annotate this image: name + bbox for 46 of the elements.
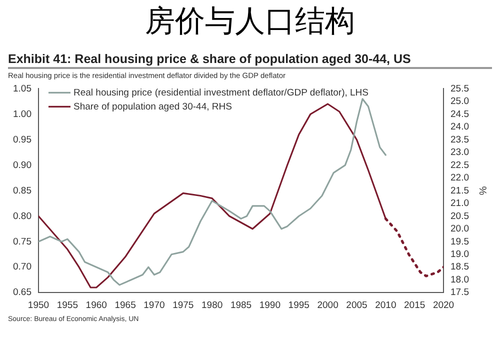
- y-tick-label: 1.00: [12, 108, 32, 120]
- y2-axis-title: %: [476, 186, 488, 196]
- y2-tick-label: 18.5: [450, 262, 470, 273]
- y2-tick-label: 21.5: [450, 185, 470, 196]
- x-tick-label: 2010: [375, 300, 396, 311]
- x-tick-label: 2015: [404, 300, 426, 311]
- y2-tick-label: 20.0: [450, 224, 470, 235]
- y-tick-label: 0.70: [12, 262, 32, 273]
- y2-tick-label: 24.0: [450, 122, 470, 133]
- y2-tick-label: 19.5: [450, 236, 470, 248]
- y-tick-label: 1.05: [12, 83, 32, 94]
- x-tick-label: 2000: [317, 300, 338, 311]
- x-tick-label: 1950: [28, 300, 50, 311]
- y2-tick-label: 21.0: [450, 198, 470, 210]
- x-tick-label: 1980: [202, 300, 223, 311]
- y-tick-label: 0.85: [12, 185, 32, 196]
- legend-label: Share of population aged 30-44, RHS: [73, 101, 232, 112]
- y2-tick-label: 24.5: [450, 108, 470, 120]
- legend-label: Real housing price (residential investment deflator/GDP deflator), LHS: [73, 87, 368, 98]
- chart-subtitle: Exhibit 41: Real housing price & share of population aged 30-44, US: [8, 52, 492, 69]
- x-tick-label: 2020: [432, 300, 454, 311]
- y-tick-label: 0.95: [12, 134, 32, 146]
- x-tick-label: 1965: [114, 300, 136, 311]
- x-tick-label: 1995: [288, 300, 310, 311]
- y2-tick-label: 17.5: [450, 287, 470, 298]
- x-tick-label: 1985: [230, 300, 252, 311]
- y2-tick-label: 22.5: [450, 160, 470, 171]
- y2-tick-label: 23.5: [450, 134, 470, 146]
- y-tick-label: 0.80: [12, 210, 32, 222]
- x-tick-label: 1975: [172, 300, 194, 311]
- y-tick-label: 0.65: [12, 287, 32, 298]
- y2-tick-label: 19.0: [450, 248, 470, 260]
- y2-tick-label: 23.0: [450, 147, 470, 158]
- y2-tick-label: 25.5: [450, 83, 470, 94]
- x-tick-label: 1960: [86, 300, 107, 311]
- x-tick-label: 1955: [56, 300, 78, 311]
- x-tick-label: 2005: [346, 300, 368, 311]
- y2-tick-label: 22.0: [450, 172, 470, 184]
- x-tick-label: 1970: [144, 300, 165, 311]
- y2-tick-label: 25.0: [450, 96, 470, 108]
- x-tick-label: 1990: [259, 300, 280, 311]
- chart-title: 房价与人口结构: [144, 3, 356, 41]
- y-tick-label: 0.90: [12, 160, 32, 171]
- y2-tick-label: 18.0: [450, 274, 470, 286]
- y-tick-label: 0.75: [12, 236, 32, 248]
- y2-tick-label: 20.5: [450, 210, 470, 222]
